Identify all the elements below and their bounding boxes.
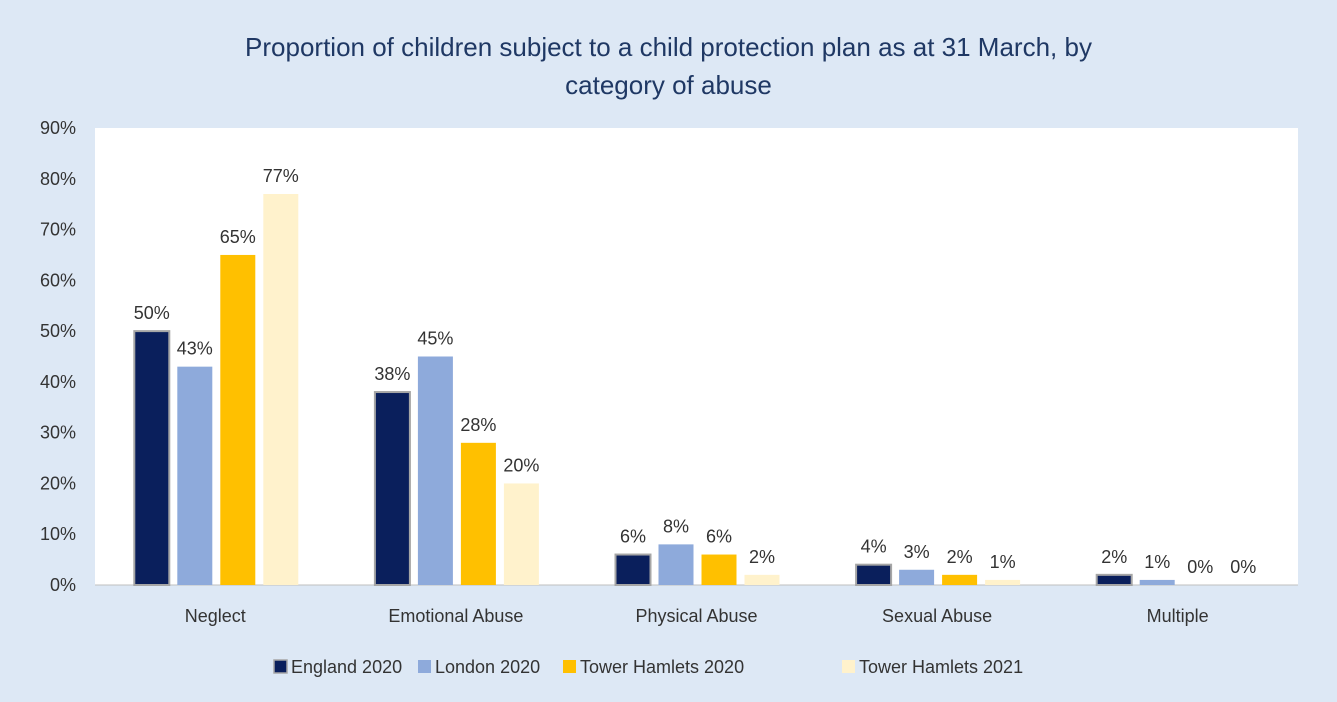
data-label: 1% <box>990 552 1016 572</box>
legend-swatch <box>842 660 855 673</box>
data-label: 28% <box>460 415 496 435</box>
x-tick-label: Sexual Abuse <box>882 606 992 626</box>
legend-swatch <box>273 659 288 674</box>
data-label: 6% <box>706 527 732 547</box>
data-label: 3% <box>904 542 930 562</box>
chart-title-line-1: Proportion of children subject to a chil… <box>245 32 1092 62</box>
bar <box>1139 579 1175 585</box>
y-tick-label: 90% <box>40 118 76 138</box>
data-label: 8% <box>663 516 689 536</box>
bar <box>1095 573 1133 586</box>
data-label: 50% <box>134 303 170 323</box>
bar <box>899 569 935 585</box>
data-label: 2% <box>1101 547 1127 567</box>
legend-swatch <box>563 660 576 673</box>
x-tick-label: Multiple <box>1147 606 1209 626</box>
y-tick-label: 80% <box>40 169 76 189</box>
data-label: 0% <box>1230 557 1256 577</box>
data-label: 4% <box>861 537 887 557</box>
y-tick-label: 10% <box>40 524 76 544</box>
data-label: 0% <box>1187 557 1213 577</box>
bar <box>373 391 411 586</box>
data-label: 6% <box>620 527 646 547</box>
data-label: 2% <box>749 547 775 567</box>
bar <box>855 563 893 587</box>
data-label: 1% <box>1144 552 1170 572</box>
legend-label: London 2020 <box>435 657 540 677</box>
bar <box>744 574 780 585</box>
y-tick-label: 20% <box>40 473 76 493</box>
y-tick-label: 0% <box>50 575 76 595</box>
bar <box>942 574 978 585</box>
data-label: 77% <box>263 166 299 186</box>
data-label: 65% <box>220 227 256 247</box>
bar <box>220 254 256 585</box>
x-tick-label: Neglect <box>185 606 246 626</box>
y-tick-label: 30% <box>40 423 76 443</box>
data-label: 43% <box>177 339 213 359</box>
y-tick-label: 50% <box>40 321 76 341</box>
legend-label: Tower Hamlets 2021 <box>859 657 1023 677</box>
x-tick-label: Emotional Abuse <box>388 606 523 626</box>
legend-swatch <box>418 660 431 673</box>
bar <box>701 554 737 585</box>
x-tick-label: Physical Abuse <box>635 606 757 626</box>
bar <box>177 366 213 585</box>
bar <box>985 579 1021 585</box>
data-label: 20% <box>503 455 539 475</box>
y-tick-label: 60% <box>40 270 76 290</box>
bar <box>263 194 299 585</box>
bar <box>658 544 694 585</box>
y-tick-label: 40% <box>40 372 76 392</box>
legend-label: Tower Hamlets 2020 <box>580 657 744 677</box>
data-label: 45% <box>417 329 453 349</box>
y-tick-label: 70% <box>40 220 76 240</box>
chart-title: Proportion of children subject to a chil… <box>0 28 1337 104</box>
chart-title-line-2: category of abuse <box>565 70 772 100</box>
legend-label: England 2020 <box>291 657 402 677</box>
bar <box>133 330 171 586</box>
bar <box>614 553 652 586</box>
data-label: 2% <box>947 547 973 567</box>
data-label: 38% <box>374 364 410 384</box>
bar <box>503 483 539 585</box>
bar <box>417 356 453 585</box>
bar <box>460 442 496 585</box>
